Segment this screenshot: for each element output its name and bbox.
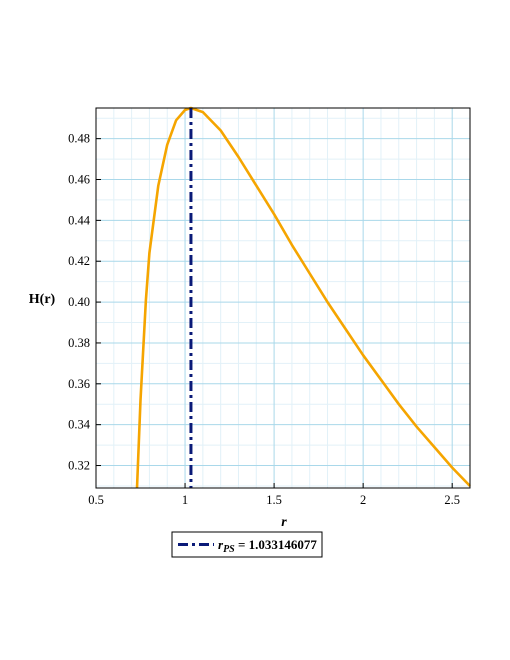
x-tick-label: 1 — [182, 493, 188, 507]
plot-area-frame — [95, 107, 471, 489]
x-tick-label: 2.5 — [444, 493, 460, 507]
legend-value: = 1.033146077 — [235, 537, 318, 552]
legend-symbol: r — [218, 537, 224, 552]
series-layer — [135, 106, 471, 489]
y-tick-label: 0.38 — [68, 336, 90, 350]
legend-symbol-subscript: PS — [223, 544, 235, 555]
y-tick-label: 0.36 — [68, 377, 90, 391]
x-axis-title: r — [281, 515, 287, 530]
x-tick-labels: 0.5 1 1.5 2 2.5 — [88, 493, 460, 507]
y-tick-label: 0.48 — [68, 132, 90, 146]
tick-marks — [95, 138, 453, 488]
y-tick-label: 0.42 — [68, 254, 90, 268]
grid — [95, 108, 470, 488]
curve-series-line — [135, 106, 471, 489]
y-tick-labels: 0.32 0.34 0.36 0.38 0.40 0.42 0.44 0.46 0.48 — [68, 132, 91, 473]
y-axis-title: H(r) — [29, 292, 56, 307]
y-tick-label: 0.32 — [68, 459, 90, 473]
y-tick-label: 0.34 — [68, 418, 91, 432]
x-tick-label: 2 — [360, 493, 366, 507]
x-tick-label: 0.5 — [88, 493, 104, 507]
y-tick-label: 0.44 — [68, 213, 91, 227]
y-tick-label: 0.40 — [68, 295, 90, 309]
legend-label: rPS = 1.033146077 — [218, 537, 317, 555]
y-tick-label: 0.46 — [68, 173, 90, 187]
legend-box — [171, 531, 323, 558]
x-tick-label: 1.5 — [266, 493, 282, 507]
legend: rPS = 1.033146077 — [171, 531, 323, 558]
